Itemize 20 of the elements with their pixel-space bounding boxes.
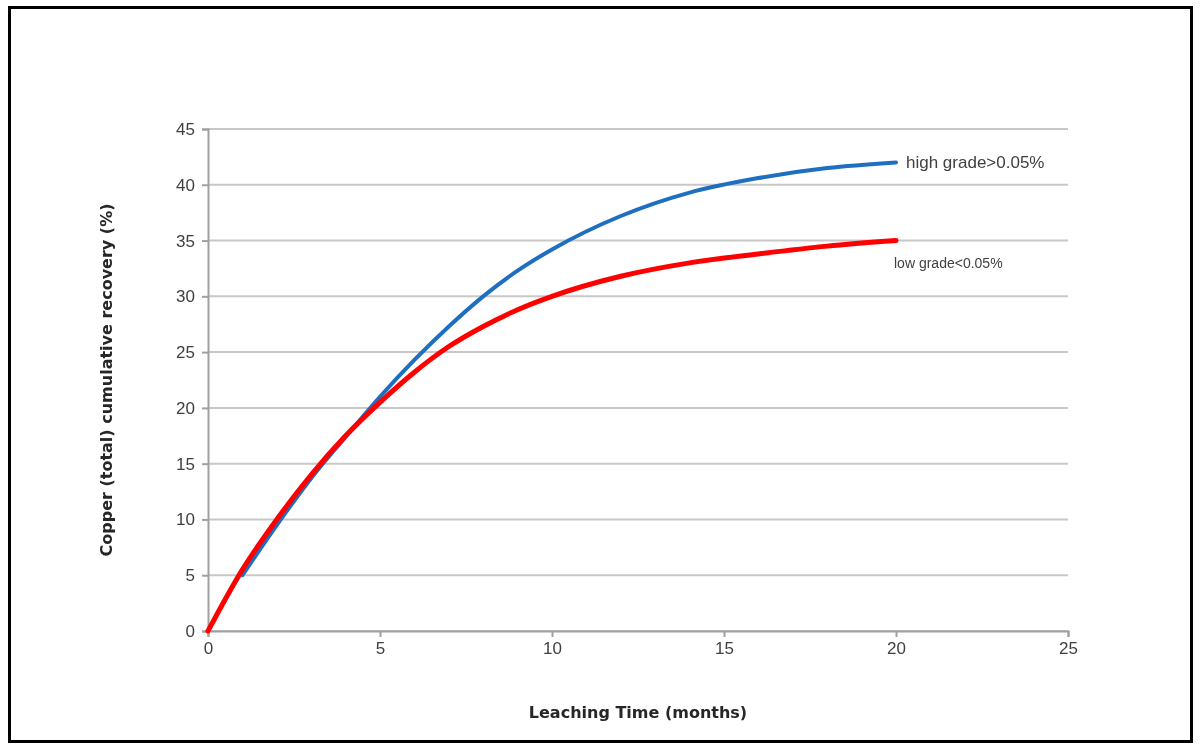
x-tick-label: 15 (715, 639, 734, 658)
series-label: low grade<0.05% (894, 254, 1003, 271)
y-tick-label: 30 (176, 287, 195, 307)
y-tick-label: 20 (176, 398, 195, 418)
y-tick-label: 35 (176, 231, 195, 251)
y-axis-title: Copper (total) cumulative recovery (%) (97, 203, 116, 557)
y-tick-label: 45 (176, 119, 195, 139)
y-tick-label: 10 (176, 510, 195, 530)
x-axis-title: Leaching Time (months) (528, 703, 748, 722)
x-tick-label: 25 (1059, 639, 1078, 658)
y-tick-label: 0 (185, 621, 195, 641)
series-label: high grade>0.05% (906, 153, 1045, 173)
x-tick-label: 20 (887, 639, 906, 658)
y-tick-label: 15 (176, 454, 195, 474)
y-tick-label: 40 (176, 175, 195, 195)
y-tick-label: 25 (176, 343, 195, 363)
x-tick-label: 10 (543, 639, 562, 658)
y-tick-label: 5 (185, 566, 195, 586)
x-tick-label: 0 (203, 639, 214, 658)
x-tick-label: 5 (375, 639, 386, 658)
